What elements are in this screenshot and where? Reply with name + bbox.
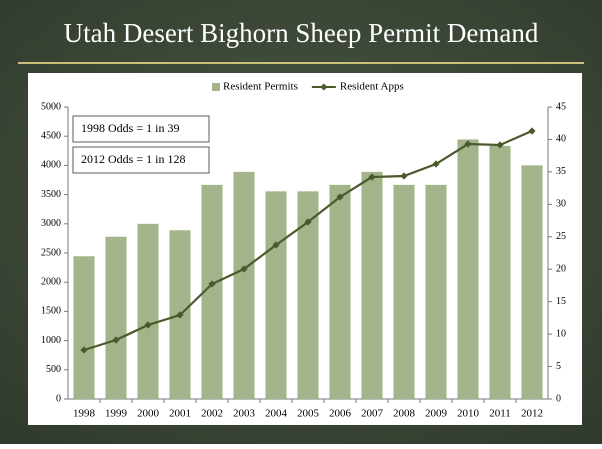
bar [137,223,159,399]
marker [496,141,504,149]
marker [432,160,440,168]
x-tick-label: 1999 [105,408,128,420]
x-tick-label: 2008 [393,408,416,420]
annotation-box [72,115,210,143]
bar [201,184,223,399]
y-tick-label: 4500 [41,130,61,141]
bar [73,256,95,399]
chart-title: Utah Desert Bighorn Sheep Permit Demand [64,18,539,48]
x-tick-label: 2007 [361,408,384,420]
y2-tick-label: 40 [556,134,566,145]
marker [400,172,408,180]
x-tick-label: 2001 [169,408,191,420]
x-tick-label: 2004 [265,408,288,420]
y2-tick-label: 20 [556,264,566,275]
bar [329,184,351,399]
x-tick-label: 2006 [329,408,352,420]
marker [240,265,248,273]
marker [80,346,88,354]
x-tick-label: 2002 [201,408,223,420]
marker [144,321,152,329]
bar [425,184,447,399]
y2-tick-label: 30 [556,199,566,210]
bar [361,171,383,399]
legend-marker [320,83,328,91]
x-tick-label: 2010 [457,408,480,420]
y-tick-label: 3000 [41,218,61,229]
marker [304,218,312,226]
legend-swatch [212,83,220,91]
bar [105,236,127,399]
y-tick-label: 500 [46,364,61,375]
plot: 0 500 1000 1500 2000 2500 3000 3500 4000 4500 5000… [41,81,566,420]
marker [368,173,376,181]
marker [112,336,120,344]
y-tick-label: 0 [56,393,61,404]
bar [457,139,479,399]
marker [208,280,216,288]
y-tick-label: 4000 [41,160,61,171]
bar [233,171,255,399]
x-tick-label: 2009 [425,408,448,420]
x-tick-label: 2003 [233,408,256,420]
marker [528,127,536,135]
x-tick-label: 2011 [489,408,511,420]
x-tick-label: 2000 [137,408,160,420]
y2-tick-label: 5 [556,361,561,372]
y2-tick-label: 10 [556,328,566,339]
x-tick-label: 1998 [73,408,96,420]
x-tick-label: 2012 [521,408,543,420]
y2-tick-label: 45 [556,101,566,112]
y2-tick-label: 0 [556,393,561,404]
y2-tick-label: 15 [556,296,566,307]
y2-tick-label: 25 [556,231,566,242]
legend-label: Resident Permits [223,81,298,93]
marker [336,193,344,201]
annotation-box [72,146,210,174]
bar [297,191,319,399]
bar [265,191,287,399]
y-tick-label: 1500 [41,306,61,317]
y-tick-label: 2500 [41,247,61,258]
bar [521,165,543,399]
y-tick-label: 5000 [41,101,61,112]
marker [272,241,280,249]
y-tick-label: 1000 [41,335,61,346]
bar [489,145,511,399]
annotation: 2012 Odds = 1 in 128 [81,152,185,166]
y-tick-label: 3500 [41,189,61,200]
y-tick-label: 2000 [41,276,61,287]
legend-label: Resident Apps [340,81,404,93]
y2-tick-label: 35 [556,166,566,177]
bar [393,184,415,399]
marker [176,311,184,319]
x-tick-label: 2005 [297,408,320,420]
annotation: 1998 Odds = 1 in 39 [81,121,179,135]
marker [464,140,472,148]
